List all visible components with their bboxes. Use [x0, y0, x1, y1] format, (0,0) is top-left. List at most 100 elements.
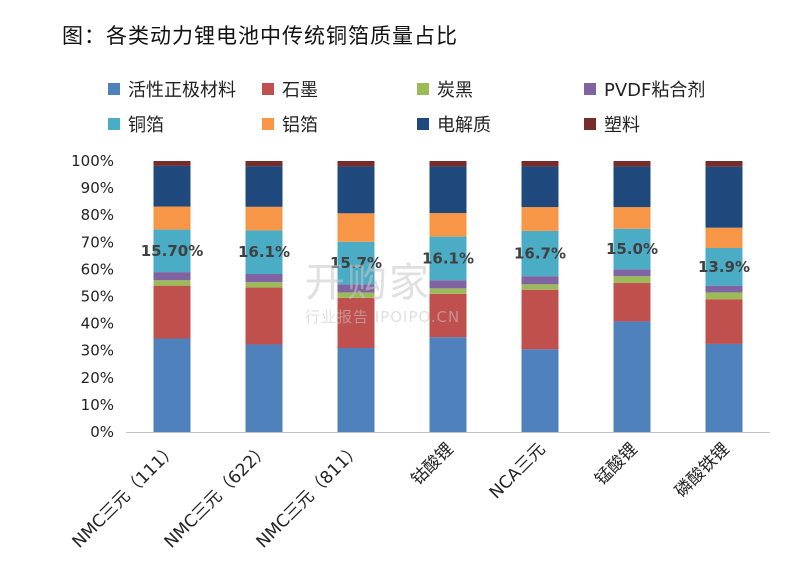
- bar-segment: [521, 207, 559, 231]
- bar-segment: [521, 276, 559, 285]
- legend-label: 塑料: [604, 115, 640, 136]
- chart-title: 图：各类动力锂电池中传统铜箔质量占比: [62, 24, 458, 48]
- data-label: 13.9%: [698, 258, 750, 276]
- bar-segment: [153, 280, 191, 286]
- bar-segment: [153, 206, 191, 230]
- legend-label: 电解质: [437, 115, 491, 136]
- x-tick-label: 磷酸铁锂: [671, 439, 733, 501]
- legend-item: 炭黑: [417, 76, 473, 102]
- bar-segment: [705, 343, 743, 432]
- legend-swatch: [417, 118, 429, 130]
- legend-swatch: [417, 83, 429, 95]
- legend-label: 铜箔: [128, 115, 164, 136]
- legend-label: 炭黑: [437, 80, 473, 101]
- bar-segment: [429, 161, 467, 167]
- legend-item: 铝箔: [262, 111, 318, 137]
- bar-segment: [337, 347, 375, 432]
- bar-segment: [245, 166, 283, 207]
- bar-segment: [429, 213, 467, 237]
- bar-segment: [245, 282, 283, 288]
- bar-segment: [429, 337, 467, 432]
- y-tick-label: 90%: [81, 179, 114, 197]
- legend-swatch: [584, 118, 596, 130]
- bar-segment: [153, 285, 191, 339]
- bar-segment: [337, 166, 375, 214]
- bar-segment: [613, 161, 651, 167]
- legend-swatch: [262, 83, 274, 95]
- data-label: 16.7%: [514, 245, 566, 263]
- x-tick-label: NCA三元: [486, 439, 550, 503]
- legend-swatch: [262, 118, 274, 130]
- legend-label: 石墨: [282, 80, 318, 101]
- bar-segment: [429, 288, 467, 294]
- bar-segment: [429, 280, 467, 289]
- legend-label: PVDF粘合剂: [604, 80, 706, 101]
- y-tick-label: 0%: [90, 423, 114, 441]
- bar-segment: [613, 166, 651, 208]
- bar-segment: [613, 321, 651, 432]
- bar-segment: [337, 161, 375, 167]
- y-tick-label: 10%: [81, 396, 114, 414]
- data-label: 16.1%: [238, 243, 290, 261]
- legend-item: 塑料: [584, 111, 640, 137]
- bar-segment: [245, 206, 283, 231]
- x-tick-label: 钴酸锂: [407, 439, 457, 489]
- legend-item: 电解质: [417, 111, 491, 137]
- bar-segment: [705, 247, 743, 286]
- x-tick-label: 锰酸锂: [591, 439, 641, 489]
- bar-segment: [245, 230, 283, 275]
- bar-segment: [705, 161, 743, 167]
- bar-segment: [613, 207, 651, 229]
- data-label: 15.0%: [606, 240, 658, 258]
- y-tick-label: 20%: [81, 369, 114, 387]
- bar-segment: [153, 161, 191, 166]
- bar-segment: [153, 338, 191, 432]
- bar-segment: [521, 349, 559, 432]
- bar-segment: [613, 276, 651, 283]
- bar-segment: [153, 272, 191, 281]
- bar-segment: [153, 229, 191, 273]
- bar-segment: [705, 299, 743, 344]
- bar-segment: [521, 289, 559, 350]
- bar-segment: [153, 165, 191, 207]
- legend-item: 铜箔: [108, 111, 164, 137]
- bar-segment: [245, 344, 283, 432]
- bar-segment: [613, 228, 651, 270]
- data-label: 15.7%: [330, 254, 382, 272]
- bar-segment: [429, 166, 467, 214]
- legend-item: 活性正极材料: [108, 76, 236, 102]
- bar-segment: [337, 241, 375, 285]
- legend-swatch: [108, 83, 120, 95]
- legend-swatch: [108, 118, 120, 130]
- bar-segment: [705, 227, 743, 248]
- legend-item: PVDF粘合剂: [584, 76, 705, 102]
- bar-segment: [337, 297, 375, 348]
- y-tick-label: 30%: [81, 342, 114, 360]
- bar-segment: [337, 292, 375, 298]
- bar-segment: [613, 282, 651, 322]
- bar-segment: [521, 161, 559, 167]
- legend-label: 活性正极材料: [128, 80, 236, 101]
- y-tick-label: 80%: [81, 206, 114, 224]
- bar-segment: [705, 292, 743, 300]
- bar-segment: [521, 166, 559, 208]
- y-tick-label: 50%: [81, 288, 114, 306]
- bar-segment: [705, 166, 743, 228]
- y-tick-label: 70%: [81, 233, 114, 251]
- bar-segment: [245, 274, 283, 283]
- legend-label: 铝箔: [282, 115, 318, 136]
- y-tick-label: 100%: [71, 152, 114, 170]
- data-label: 16.1%: [422, 249, 474, 267]
- legend-swatch: [584, 83, 596, 95]
- bar-segment: [705, 285, 743, 293]
- bar-segment: [429, 293, 467, 338]
- bar-segment: [337, 213, 375, 242]
- data-label: 15.70%: [141, 242, 203, 260]
- y-tick-label: 60%: [81, 260, 114, 278]
- bar-segment: [521, 284, 559, 290]
- bar-segment: [245, 287, 283, 345]
- bar-segment: [613, 269, 651, 277]
- bar-segment: [429, 236, 467, 281]
- bar-segment: [521, 230, 559, 277]
